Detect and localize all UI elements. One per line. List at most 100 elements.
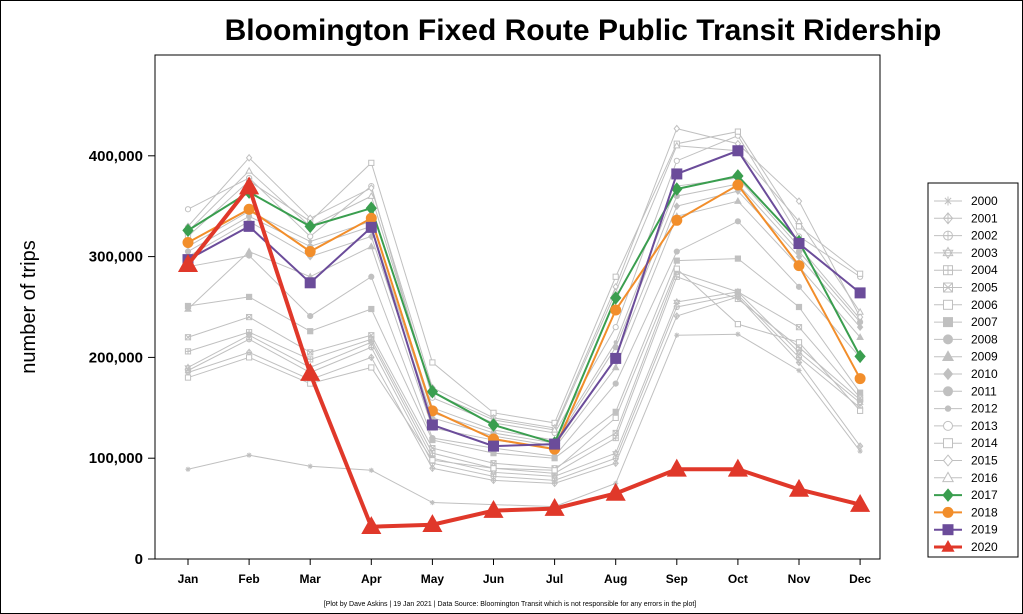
point-2016-Apr xyxy=(367,191,376,199)
legend-item-2016: 2016 xyxy=(934,471,998,485)
series-line-2015 xyxy=(187,127,861,429)
x-tick-label: Feb xyxy=(238,572,259,586)
point-2017-Aug xyxy=(610,291,622,305)
point-2020-Dec xyxy=(850,493,871,512)
point-2014-Dec xyxy=(857,270,864,277)
series-2007 xyxy=(184,255,864,462)
point-2020-Sep xyxy=(666,458,687,477)
legend-item-2009: 2009 xyxy=(934,350,998,364)
x-tick-label: May xyxy=(421,572,445,586)
point-2004-Mar xyxy=(307,356,314,363)
series-2019 xyxy=(182,145,866,452)
point-2006-May xyxy=(429,457,436,464)
point-2011-Nov xyxy=(795,248,803,255)
point-2009-Aug xyxy=(611,363,620,371)
point-2014-Aug xyxy=(612,273,619,280)
point-2020-Jan xyxy=(177,254,199,272)
point-2007-Apr xyxy=(368,305,375,313)
x-tick-label: Mar xyxy=(300,572,322,586)
legend-item-2008: 2008 xyxy=(934,332,998,346)
legend-item-2013: 2013 xyxy=(934,419,998,433)
point-2005-Nov xyxy=(795,324,803,331)
point-2017-Jan xyxy=(182,223,194,238)
legend-label: 2015 xyxy=(971,454,998,468)
point-2019-Oct xyxy=(732,145,744,157)
point-2019-May xyxy=(426,419,438,431)
point-2008-Nov xyxy=(795,283,803,290)
legend-marker-2007 xyxy=(943,317,953,328)
y-axis-label: number of trips xyxy=(18,240,40,373)
point-2003-Aug xyxy=(612,449,620,458)
series-2000 xyxy=(185,331,863,510)
point-2000-Feb xyxy=(246,452,252,458)
legend-label: 2002 xyxy=(971,229,998,243)
series-2015 xyxy=(184,124,864,432)
point-2006-Oct xyxy=(734,321,741,328)
point-2016-Jul xyxy=(550,425,559,433)
point-2010-Dec xyxy=(856,323,864,332)
point-2018-Sep xyxy=(671,214,683,226)
point-2009-Jan xyxy=(184,304,192,312)
legend-marker-2020 xyxy=(941,539,955,552)
legend-item-2004: 2004 xyxy=(934,263,998,277)
legend-marker-2014 xyxy=(943,438,953,449)
point-2019-Jul xyxy=(549,438,561,450)
legend-marker-2002 xyxy=(943,230,953,241)
point-2008-Oct xyxy=(734,218,742,225)
point-2001-Sep xyxy=(673,312,681,320)
point-2015-Dec xyxy=(856,313,864,321)
legend-label: 2008 xyxy=(971,332,998,346)
legend-label: 2019 xyxy=(971,523,998,537)
plot-area xyxy=(154,54,881,560)
legend-marker-2006 xyxy=(943,299,953,310)
point-2006-Jan xyxy=(184,374,192,381)
legend-item-2011: 2011 xyxy=(934,384,997,398)
point-2000-Mar xyxy=(307,463,313,469)
point-2006-Jul xyxy=(551,467,558,474)
point-2007-Mar xyxy=(307,328,314,335)
legend-label: 2013 xyxy=(971,419,998,433)
series-line-2018 xyxy=(187,183,861,451)
point-2006-Nov xyxy=(795,339,803,346)
legend-item-2005: 2005 xyxy=(934,281,998,295)
point-2019-Dec xyxy=(854,287,866,299)
series-line-2009 xyxy=(187,200,861,449)
point-2004-Feb xyxy=(246,329,253,336)
series-line-2019 xyxy=(187,149,861,448)
point-2008-May xyxy=(429,434,436,442)
legend-label: 2017 xyxy=(971,488,998,502)
point-2006-Aug xyxy=(612,414,619,421)
point-2017-Apr xyxy=(365,201,377,215)
legend-label: 2005 xyxy=(971,281,998,295)
point-2008-Sep xyxy=(673,248,680,255)
chart-title: Bloomington Fixed Route Public Transit R… xyxy=(225,14,942,47)
x-tick-label: Jan xyxy=(178,572,199,586)
point-2020-Aug xyxy=(605,482,626,501)
point-2008-Aug xyxy=(612,380,619,387)
legend-marker-2008 xyxy=(943,334,953,345)
point-2018-Oct xyxy=(732,179,744,191)
legend-marker-2004 xyxy=(943,265,953,276)
legend-label: 2003 xyxy=(971,246,998,260)
point-2012-Aug xyxy=(613,340,618,345)
point-2005-Mar xyxy=(307,349,314,356)
point-2016-Sep xyxy=(672,141,681,149)
point-2011-Jan xyxy=(184,248,192,255)
point-2007-Feb xyxy=(246,293,253,301)
point-2015-Nov xyxy=(795,197,803,206)
legend-label: 2014 xyxy=(971,436,998,450)
point-2019-Aug xyxy=(610,352,622,364)
point-2020-May xyxy=(422,514,443,533)
point-2005-Oct xyxy=(734,288,741,295)
point-2004-Aug xyxy=(612,434,619,442)
legend-label: 2007 xyxy=(971,315,998,329)
point-2014-Oct xyxy=(734,128,741,135)
legend-item-2015: 2015 xyxy=(934,454,998,468)
legend-label: 2011 xyxy=(971,384,997,398)
x-tick-label: Apr xyxy=(361,572,382,586)
point-2016-Feb xyxy=(245,166,253,174)
legend-item-2018: 2018 xyxy=(934,505,998,519)
legend-item-2002: 2002 xyxy=(934,229,998,243)
point-2019-Apr xyxy=(365,221,377,233)
